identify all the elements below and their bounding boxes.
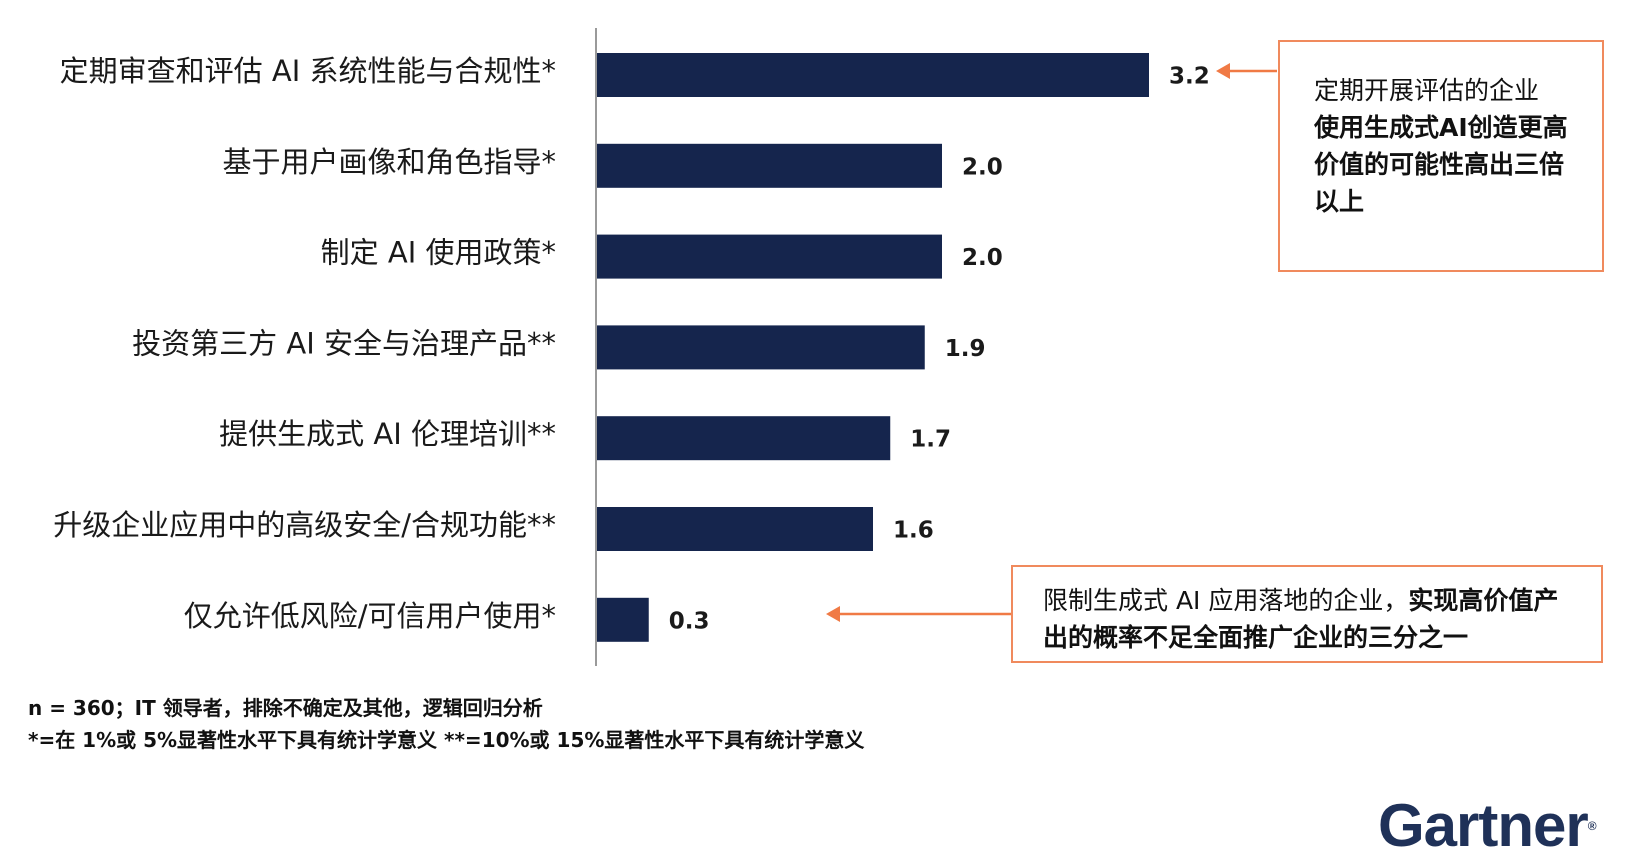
logo-registered-mark: ® (1587, 819, 1597, 833)
bar (597, 416, 891, 461)
category-label: 定期审查和评估 AI 系统性能与合规性* (60, 54, 556, 88)
bar (597, 507, 873, 551)
callout-top-normal: 定期开展评估的企业 (1314, 76, 1540, 105)
callout-bottom-bold: 实现高价值产出的概率不足全面推广企业的三分之一 (1043, 586, 1559, 652)
value-label: 0.3 (669, 608, 710, 634)
category-label: 基于用户画像和角色指导* (222, 145, 556, 179)
bar (597, 143, 942, 188)
callout-bottom-arrow-head (826, 606, 840, 622)
callout-top-bold: 使用生成式AI创造更高价值的可能性高出三倍以上 (1314, 113, 1568, 216)
gartner-logo: Gartner® (1378, 796, 1597, 856)
bar (597, 234, 942, 279)
value-label: 2.0 (962, 154, 1003, 180)
value-label: 1.6 (893, 518, 934, 544)
category-label: 制定 AI 使用政策* (321, 236, 556, 270)
callout-bottom-normal: 限制生成式 AI 应用落地的企业， (1043, 586, 1409, 615)
bar (597, 597, 649, 642)
footnote-significance: *=在 1%或 5%显著性水平下具有统计学意义 **=10%或 15%显著性水平… (28, 728, 865, 752)
category-label: 仅允许低风险/可信用户使用* (184, 599, 556, 633)
category-label: 提供生成式 AI 伦理培训** (219, 417, 556, 451)
value-label: 1.7 (910, 427, 951, 453)
category-label: 升级企业应用中的高级安全/合规功能** (53, 508, 556, 542)
callout-top-arrow-head (1216, 63, 1230, 79)
footnote-sample: n = 360；IT 领导者，排除不确定及其他，逻辑回归分析 (28, 696, 543, 720)
bar (597, 53, 1149, 97)
logo-text: Gartner (1378, 792, 1589, 859)
category-label: 投资第三方 AI 安全与治理产品** (132, 326, 556, 360)
value-label: 2.0 (962, 245, 1003, 271)
bar (597, 325, 925, 370)
callout-top: 定期开展评估的企业 使用生成式AI创造更高价值的可能性高出三倍以上 (1278, 40, 1604, 272)
value-label: 3.2 (1169, 64, 1210, 90)
value-label: 1.9 (945, 336, 986, 362)
callout-bottom: 限制生成式 AI 应用落地的企业，实现高价值产出的概率不足全面推广企业的三分之一 (1011, 565, 1603, 663)
